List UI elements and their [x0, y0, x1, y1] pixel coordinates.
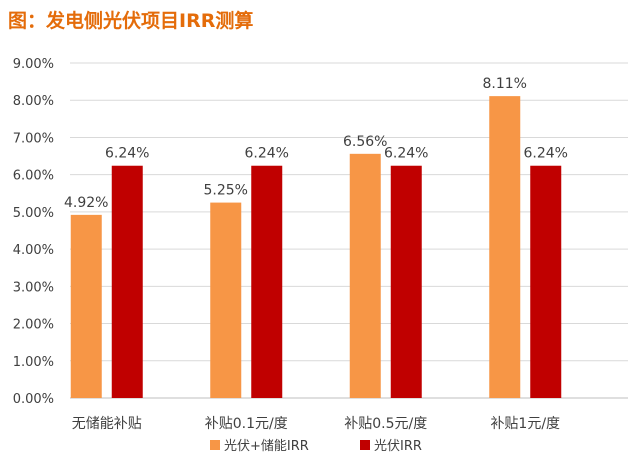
- x-tick-label: 补贴0.1元/度: [205, 416, 288, 432]
- data-label: 6.24%: [524, 146, 568, 162]
- data-label: 5.25%: [204, 183, 248, 199]
- legend-swatch: [360, 440, 370, 450]
- legend-label: 光伏+储能IRR: [224, 439, 309, 454]
- y-tick-label: 8.00%: [13, 94, 54, 109]
- data-label: 6.24%: [105, 146, 149, 162]
- legend-label: 光伏IRR: [374, 439, 422, 454]
- figure-title: 图：发电侧光伏项目IRR测算: [8, 10, 254, 32]
- y-tick-label: 1.00%: [13, 355, 54, 370]
- bar: [251, 165, 283, 398]
- x-tick-label: 无储能补贴: [72, 416, 142, 432]
- bar: [390, 165, 422, 398]
- x-tick-label: 补贴1元/度: [490, 416, 560, 432]
- bar: [489, 96, 521, 398]
- y-tick-label: 3.00%: [13, 280, 54, 295]
- data-label: 6.24%: [245, 146, 289, 162]
- bar: [70, 214, 102, 398]
- data-label: 6.56%: [343, 134, 387, 150]
- bar: [111, 165, 143, 398]
- y-tick-label: 5.00%: [13, 206, 54, 221]
- bar: [210, 202, 242, 398]
- data-label: 6.24%: [384, 146, 428, 162]
- x-tick-label: 补贴0.5元/度: [344, 416, 427, 432]
- data-label: 4.92%: [64, 195, 108, 211]
- y-tick-label: 0.00%: [13, 392, 54, 407]
- legend-swatch: [210, 440, 220, 450]
- y-tick-label: 4.00%: [13, 243, 54, 258]
- y-tick-label: 9.00%: [13, 57, 54, 72]
- bar: [349, 153, 381, 398]
- bar: [530, 165, 562, 398]
- y-tick-label: 6.00%: [13, 169, 54, 184]
- y-tick-label: 2.00%: [13, 318, 54, 333]
- y-tick-label: 7.00%: [13, 131, 54, 146]
- data-label: 8.11%: [483, 76, 527, 92]
